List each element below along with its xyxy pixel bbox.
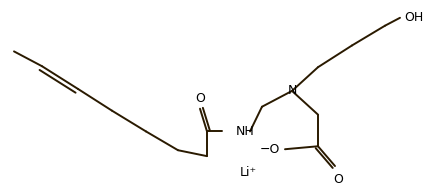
Text: OH: OH bbox=[404, 11, 423, 24]
Text: Li⁺: Li⁺ bbox=[239, 167, 257, 179]
Text: N: N bbox=[287, 84, 297, 97]
Text: −O: −O bbox=[260, 143, 280, 156]
Text: NH: NH bbox=[236, 125, 255, 138]
Text: O: O bbox=[333, 173, 343, 186]
Text: O: O bbox=[195, 92, 205, 105]
